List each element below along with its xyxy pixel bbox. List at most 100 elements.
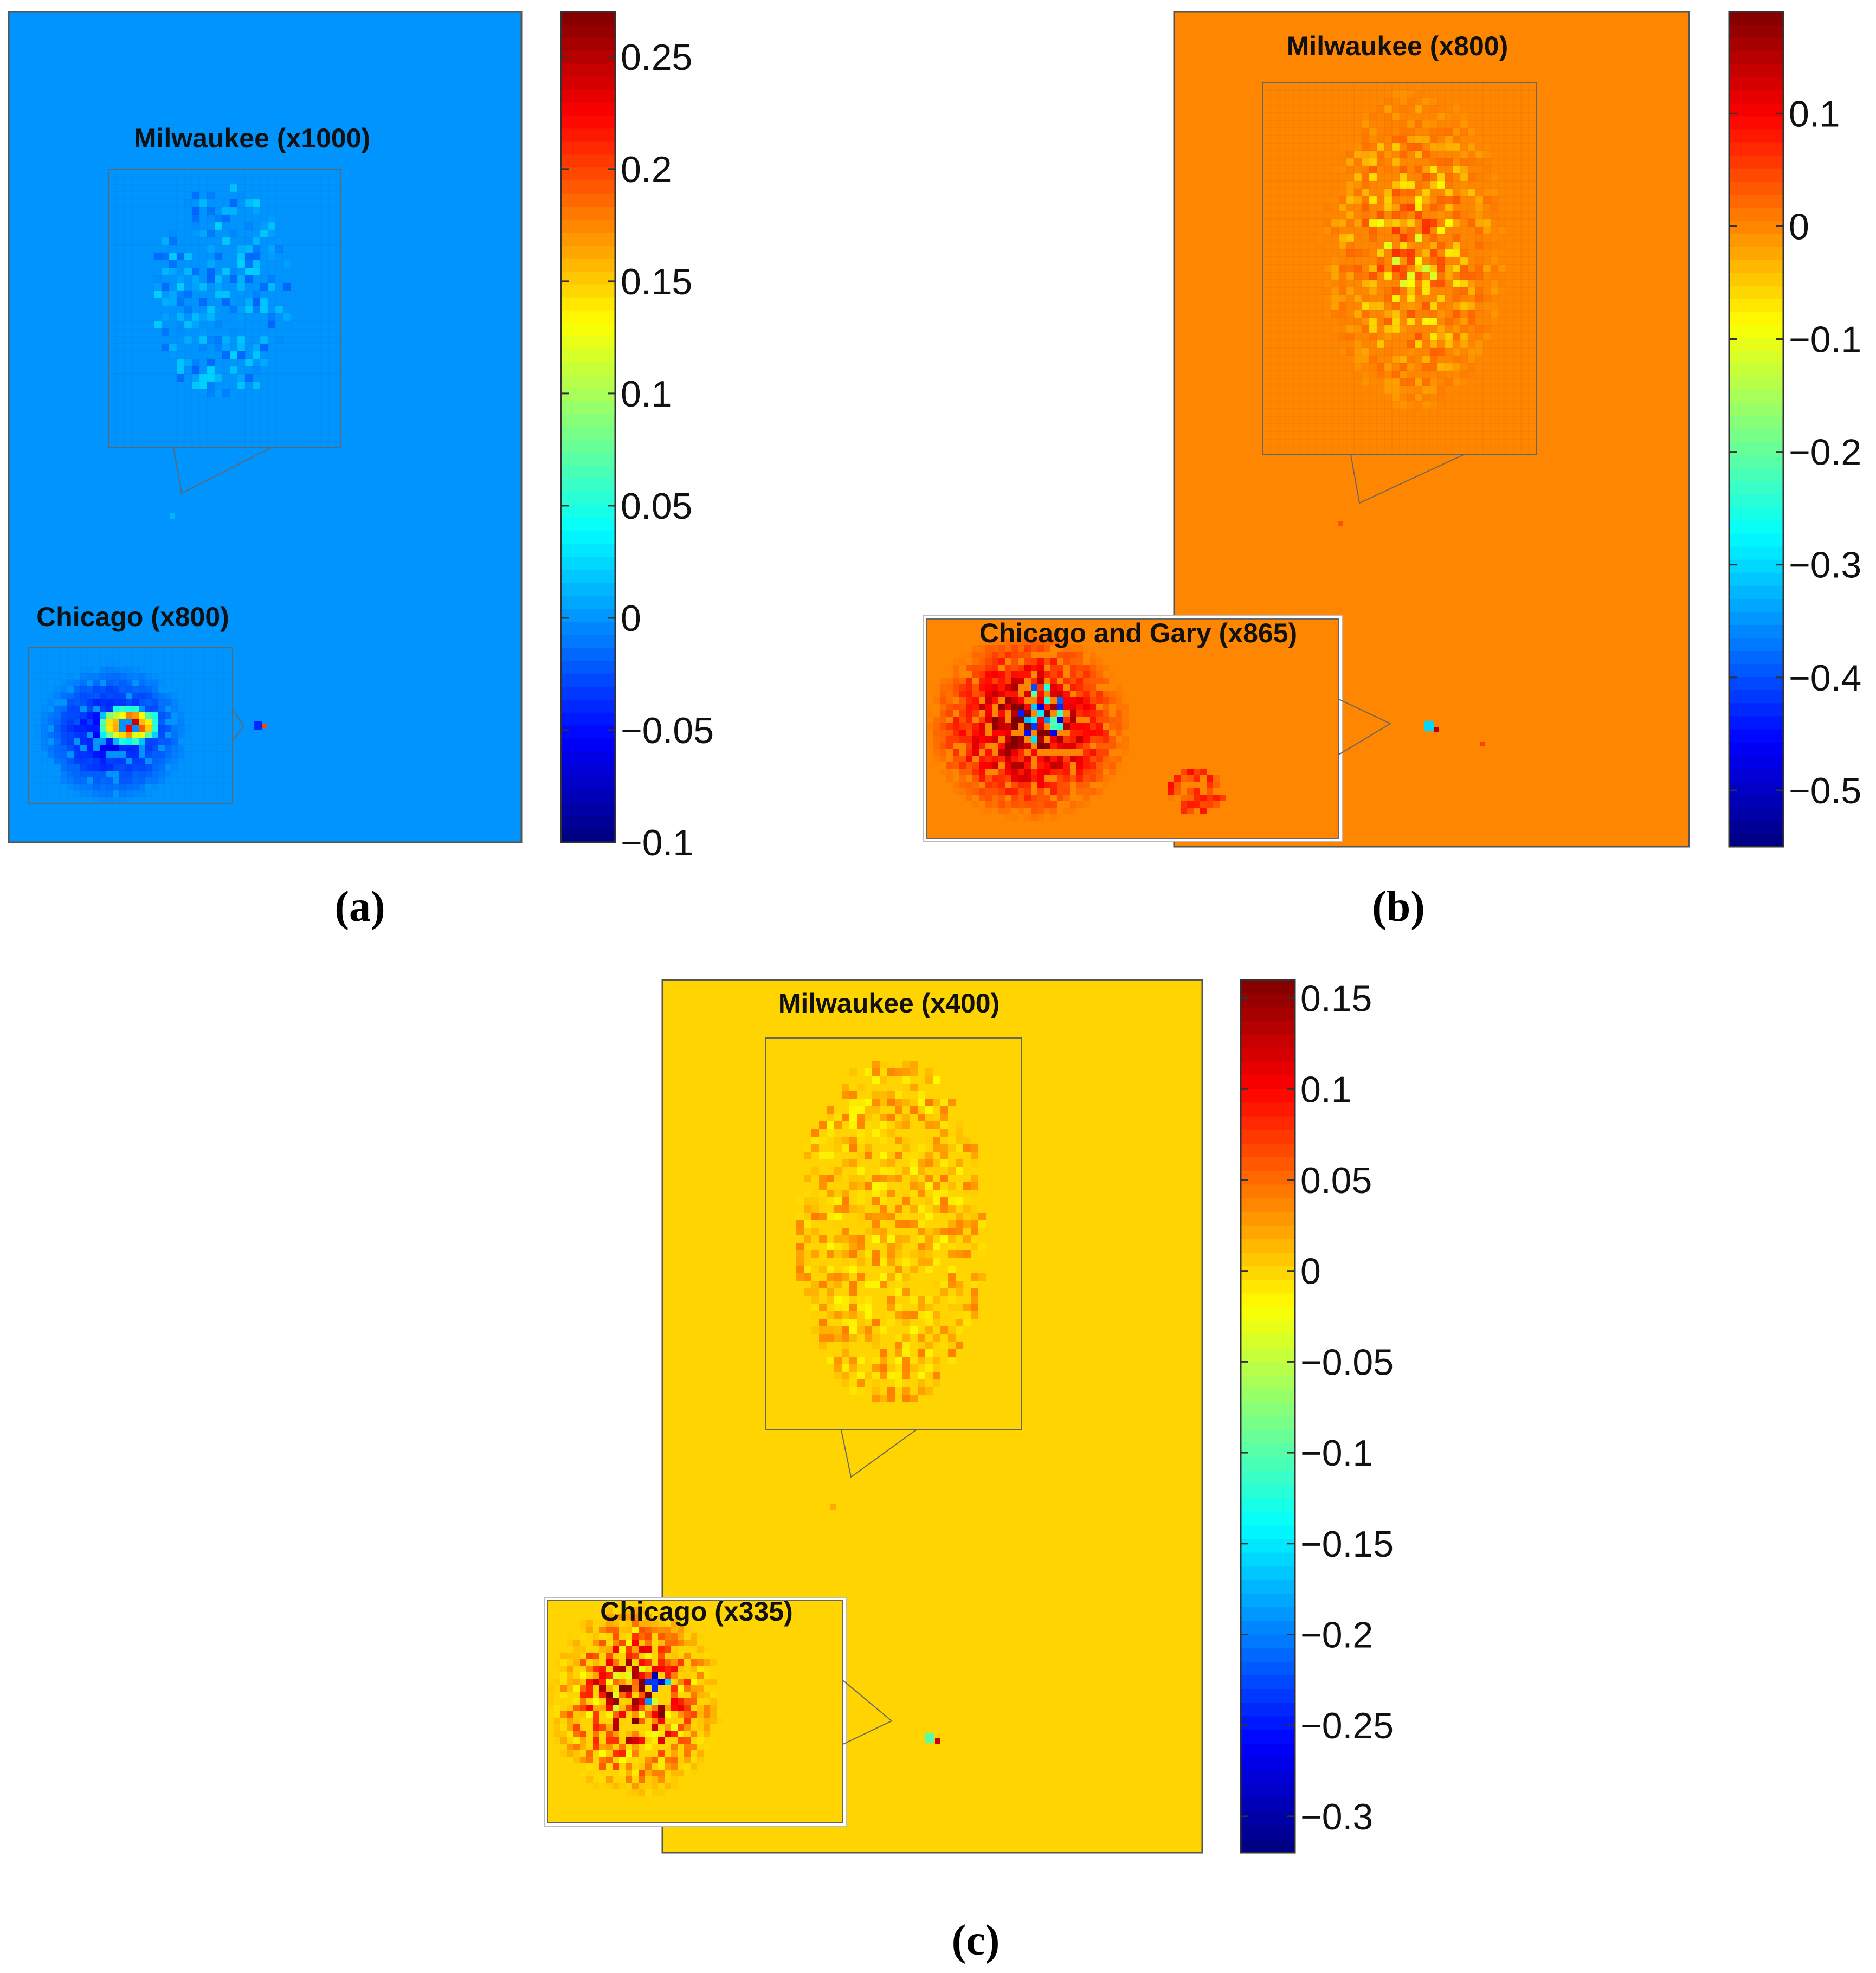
heatmap-cell [1018, 717, 1024, 723]
heatmap-cell [948, 1099, 956, 1106]
heatmap-cell [925, 1228, 933, 1235]
heatmap-cell [887, 1061, 895, 1068]
heatmap-cell [678, 1731, 684, 1737]
inset-chicago: Chicago (x335) [544, 1596, 893, 1827]
heatmap-cell [1384, 196, 1392, 204]
heatmap-cell [1483, 151, 1491, 158]
colorbar-segment [1241, 1198, 1295, 1213]
heatmap-cell [639, 1659, 645, 1666]
heatmap-cell [1083, 749, 1090, 756]
heatmap-cell [184, 306, 192, 313]
heatmap-cell [1460, 265, 1468, 272]
heatmap-cell [1063, 678, 1070, 684]
heatmap-cell [887, 1311, 895, 1319]
heatmap-cell [237, 253, 245, 260]
colorbar-segment [1241, 1171, 1295, 1185]
heatmap-cell [560, 1653, 567, 1659]
hotspot-dot [935, 1738, 940, 1744]
heatmap-cell [940, 743, 946, 749]
heatmap-cell [1090, 697, 1096, 704]
heatmap-cell [1430, 265, 1437, 272]
heatmap-cell [1122, 717, 1129, 723]
heatmap-cell [152, 693, 158, 699]
heatmap-cell [93, 758, 100, 764]
heatmap-cell [895, 1342, 902, 1349]
heatmap-cell [1437, 394, 1445, 401]
heatmap-cell [1445, 128, 1453, 136]
heatmap-cell [880, 1137, 887, 1144]
hotspot-dot [254, 721, 262, 730]
heatmap-cell [658, 1718, 665, 1724]
heatmap-cell [979, 769, 985, 775]
heatmap-cell [1076, 756, 1083, 762]
heatmap-cell [632, 1757, 639, 1763]
heatmap-cell [940, 1159, 948, 1167]
heatmap-cell [985, 788, 992, 795]
heatmap-cell [998, 769, 1005, 775]
heatmap-cell [1076, 730, 1083, 736]
heatmap-cell [811, 1228, 819, 1235]
heatmap-cell [933, 1364, 940, 1372]
heatmap-cell [632, 1646, 639, 1653]
heatmap-cell [918, 1220, 925, 1228]
heatmap-cell [1400, 98, 1407, 105]
heatmap-cell [671, 1666, 678, 1672]
heatmap-cell [811, 1190, 819, 1197]
heatmap-cell [842, 1273, 849, 1281]
heatmap-cell [74, 693, 80, 699]
heatmap-cell [804, 1266, 811, 1273]
heatmap-cell [1037, 730, 1044, 736]
heatmap-cell [275, 245, 283, 253]
heatmap-cell [1346, 287, 1354, 295]
heatmap-cell [992, 632, 998, 639]
heatmap-cell [1037, 769, 1044, 775]
heatmap-cell [119, 667, 126, 673]
heatmap-cell [665, 1672, 671, 1679]
heatmap-cell [1331, 181, 1339, 189]
heatmap-cell [827, 1273, 834, 1281]
heatmap-cell [1187, 795, 1194, 801]
heatmap-cell [1096, 749, 1103, 756]
heatmap-cell [1063, 723, 1070, 730]
heatmap-cell [959, 762, 966, 769]
heatmap-cell [67, 680, 74, 686]
heatmap-cell [1445, 196, 1453, 204]
heatmap-cell [925, 1342, 933, 1349]
heatmap-cell [925, 1311, 933, 1319]
heatmap-cell [691, 1666, 697, 1672]
heatmap-cell [940, 710, 946, 717]
heatmap-cell [1369, 173, 1377, 181]
colorbar-border [1240, 979, 1296, 1854]
heatmap-cell [1011, 723, 1018, 730]
heatmap-cell [1468, 280, 1475, 287]
heatmap-cell [857, 1137, 865, 1144]
heatmap-cell [992, 658, 998, 665]
heatmap-cell [1018, 665, 1024, 671]
heatmap-cell [1324, 181, 1331, 189]
heatmap-cell [41, 738, 48, 745]
heatmap-cell [619, 1614, 626, 1620]
heatmap-cell [804, 1144, 811, 1152]
heatmap-cell [972, 704, 979, 710]
heatmap-cell [567, 1659, 573, 1666]
heatmap-cell [857, 1379, 865, 1387]
heatmap-cell [1057, 697, 1063, 704]
heatmap-cell [1331, 151, 1339, 158]
heatmap-cell [268, 215, 275, 222]
heatmap-cell [139, 686, 145, 693]
heatmap-cell [1392, 227, 1400, 234]
heatmap-cell [580, 1620, 586, 1627]
heatmap-cell [93, 751, 100, 758]
heatmap-cell [1187, 808, 1194, 814]
heatmap-cell [985, 710, 992, 717]
heatmap-cell [865, 1152, 872, 1159]
heatmap-cell [933, 736, 940, 743]
heatmap-cell [1031, 723, 1037, 730]
heatmap-cell [1031, 704, 1037, 710]
heatmap-cell [1407, 249, 1415, 257]
heatmap-cell [998, 730, 1005, 736]
heatmap-cell [178, 745, 184, 751]
heatmap-cell [171, 764, 178, 771]
heatmap-cell [1430, 356, 1437, 363]
heatmap-cell [933, 1235, 940, 1243]
